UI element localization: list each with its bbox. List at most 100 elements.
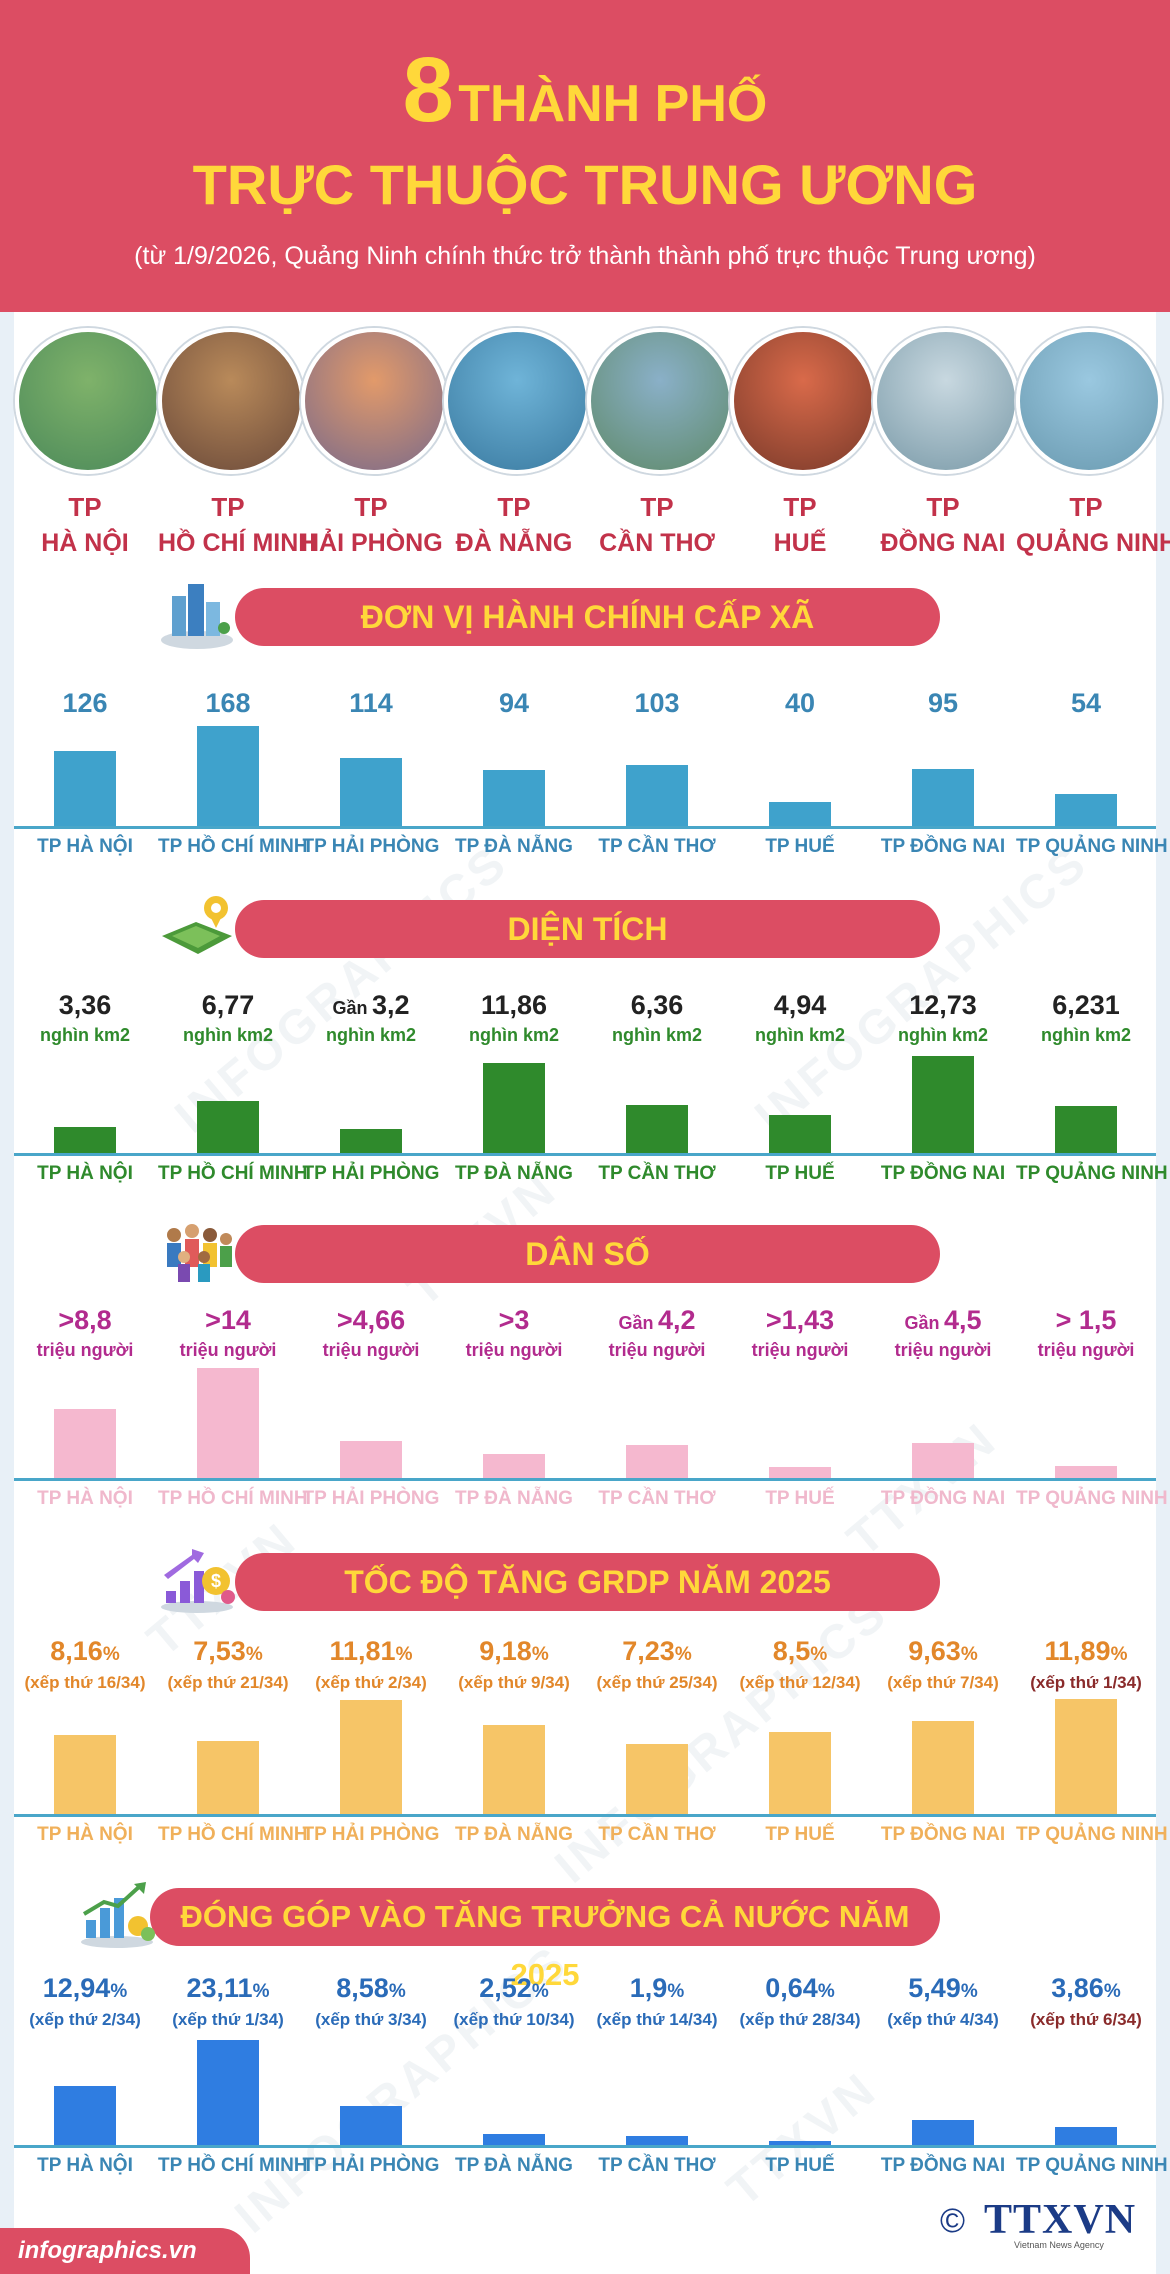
category-label: TP HUẾ	[765, 1824, 835, 1845]
value-unit: nghìn km2	[325, 1025, 416, 1045]
value-label: 4,94 nghìn km2	[730, 990, 870, 1046]
value-label: 8,16% (xếp thứ 16/34)	[15, 1636, 155, 1693]
bar	[54, 2086, 116, 2145]
value-number-line: 0,64%	[730, 1973, 870, 2004]
bar	[626, 1744, 688, 1814]
city-photo	[1016, 328, 1162, 474]
value-label: 6,231 nghìn km2	[1016, 990, 1156, 1046]
value-number: >8,8	[58, 1305, 112, 1335]
value-number-line: 9,63%	[873, 1636, 1013, 1667]
category-label: TP ĐỒNG NAI	[880, 1163, 1006, 1184]
value-unit: triệu người	[36, 1340, 134, 1360]
bar	[912, 2120, 974, 2145]
value-percent: %	[245, 1644, 263, 1665]
rank-label: (xếp thứ 1/34)	[1030, 1673, 1142, 1692]
city-name: CẦN THƠ	[599, 529, 715, 557]
value-label: 11,89% (xếp thứ 1/34)	[1016, 1636, 1156, 1693]
value-label: 3,36 nghìn km2	[15, 990, 155, 1046]
bar	[483, 1062, 545, 1153]
city-prefix: TP	[68, 492, 102, 522]
city-card: TP HUẾ	[730, 328, 876, 558]
value-number: >1,43	[765, 1305, 835, 1335]
city-photo	[158, 328, 304, 474]
value-label: >14 triệu người	[158, 1305, 298, 1361]
value-number-line: 6,77	[158, 990, 298, 1021]
value-label: 23,11% (xếp thứ 1/34)	[158, 1973, 298, 2030]
value-number-line: 8,5%	[730, 1636, 870, 1667]
value-label: 6,77 nghìn km2	[158, 990, 298, 1046]
value-unit: triệu người	[608, 1340, 706, 1360]
value-label: >8,8 triệu người	[15, 1305, 155, 1361]
value-number-line: 3,36	[15, 990, 155, 1021]
bar	[626, 764, 688, 826]
bar	[1055, 1466, 1117, 1478]
value-number: 6,36	[630, 990, 684, 1020]
value-number-line: 7,23%	[587, 1636, 727, 1667]
value-number: >3	[498, 1305, 530, 1335]
value-number-line: Gần 3,2	[301, 990, 441, 1021]
city-prefix: TP	[640, 492, 674, 522]
value-prefix: Gần	[332, 998, 368, 1018]
value-percent: %	[817, 1981, 835, 2002]
value-label: 11,81% (xếp thứ 2/34)	[301, 1636, 441, 1693]
category-label: TP HỒ CHÍ MINH	[158, 1824, 308, 1845]
value-number-line: >3	[444, 1305, 584, 1336]
value-number: 8,16	[50, 1636, 103, 1666]
value-number-line: 6,231	[1016, 990, 1156, 1021]
footer-site[interactable]: infographics.vn	[18, 2237, 197, 2264]
city-card: TP ĐỒNG NAI	[873, 328, 1019, 558]
bar	[912, 1720, 974, 1814]
value-label: 2,52% (xếp thứ 10/34)	[444, 1973, 584, 2030]
bar	[197, 2040, 259, 2145]
bar	[483, 1454, 545, 1478]
city-prefix: TP	[926, 492, 960, 522]
bar	[483, 770, 545, 826]
rank-label: (xếp thứ 21/34)	[167, 1673, 289, 1692]
value-number-line: 11,89%	[1016, 1636, 1156, 1667]
rank-label: (xếp thứ 7/34)	[887, 1673, 999, 1692]
value-label: 40	[784, 688, 816, 718]
title-line-2: TRỰC THUỘC TRUNG ƯƠNG	[192, 153, 978, 216]
value-number-line: 12,94%	[15, 1973, 155, 2004]
value-label: 126	[62, 688, 108, 718]
category-label: TP QUẢNG NINH	[1016, 1163, 1168, 1184]
value-percent: %	[531, 1644, 549, 1665]
category-label: TP HẢI PHÒNG	[302, 836, 440, 857]
baseline-axis	[14, 826, 1156, 829]
value-unit: nghìn km2	[468, 1025, 559, 1045]
rank-label: (xếp thứ 2/34)	[315, 1673, 427, 1692]
value-number: >14	[205, 1305, 251, 1335]
value-label: 7,23% (xếp thứ 25/34)	[587, 1636, 727, 1693]
bar	[769, 2141, 831, 2145]
value-number: 11,89	[1044, 1636, 1111, 1666]
bar	[1055, 1105, 1117, 1153]
category-label: TP HÀ NỘI	[37, 836, 133, 857]
land-map-icon	[158, 892, 236, 962]
city-name: QUẢNG NINH	[1016, 529, 1170, 557]
value-number: 4,94	[773, 990, 827, 1020]
section-banner: ĐÓNG GÓP VÀO TĂNG TRƯỞNG CẢ NƯỚC NĂM 202…	[150, 1888, 940, 1992]
category-label: TP ĐÀ NẴNG	[455, 1163, 573, 1184]
city-prefix: TP	[354, 492, 388, 522]
value-unit: nghìn km2	[39, 1025, 130, 1045]
category-label: TP QUẢNG NINH	[1016, 2155, 1168, 2176]
section-banner: TỐC ĐỘ TĂNG GRDP NĂM 2025	[235, 1553, 940, 1611]
category-label: TP HẢI PHÒNG	[302, 1163, 440, 1184]
agency-logo-sub: Vietnam News Agency	[1014, 2240, 1104, 2250]
value-label: 12,94% (xếp thứ 2/34)	[15, 1973, 155, 2030]
value-number-line: >8,8	[15, 1305, 155, 1336]
rank-label: (xếp thứ 3/34)	[315, 2010, 427, 2029]
value-number: 3,36	[58, 990, 112, 1020]
agency-logo: © TTXVN Vietnam News Agency	[940, 2196, 1150, 2252]
value-label: 0,64% (xếp thứ 28/34)	[730, 1973, 870, 2030]
value-number: 9,18	[479, 1636, 532, 1666]
value-unit: triệu người	[894, 1340, 992, 1360]
value-number-line: Gần 4,5	[873, 1305, 1013, 1336]
section-banner: DIỆN TÍCH	[235, 900, 940, 958]
bar	[769, 802, 831, 826]
category-label: TP HUẾ	[765, 2155, 835, 2176]
city-photo	[15, 328, 161, 474]
value-number: 4,2	[657, 1305, 696, 1335]
city-card: TP ĐÀ NẴNG	[444, 328, 590, 558]
bar	[769, 1115, 831, 1153]
